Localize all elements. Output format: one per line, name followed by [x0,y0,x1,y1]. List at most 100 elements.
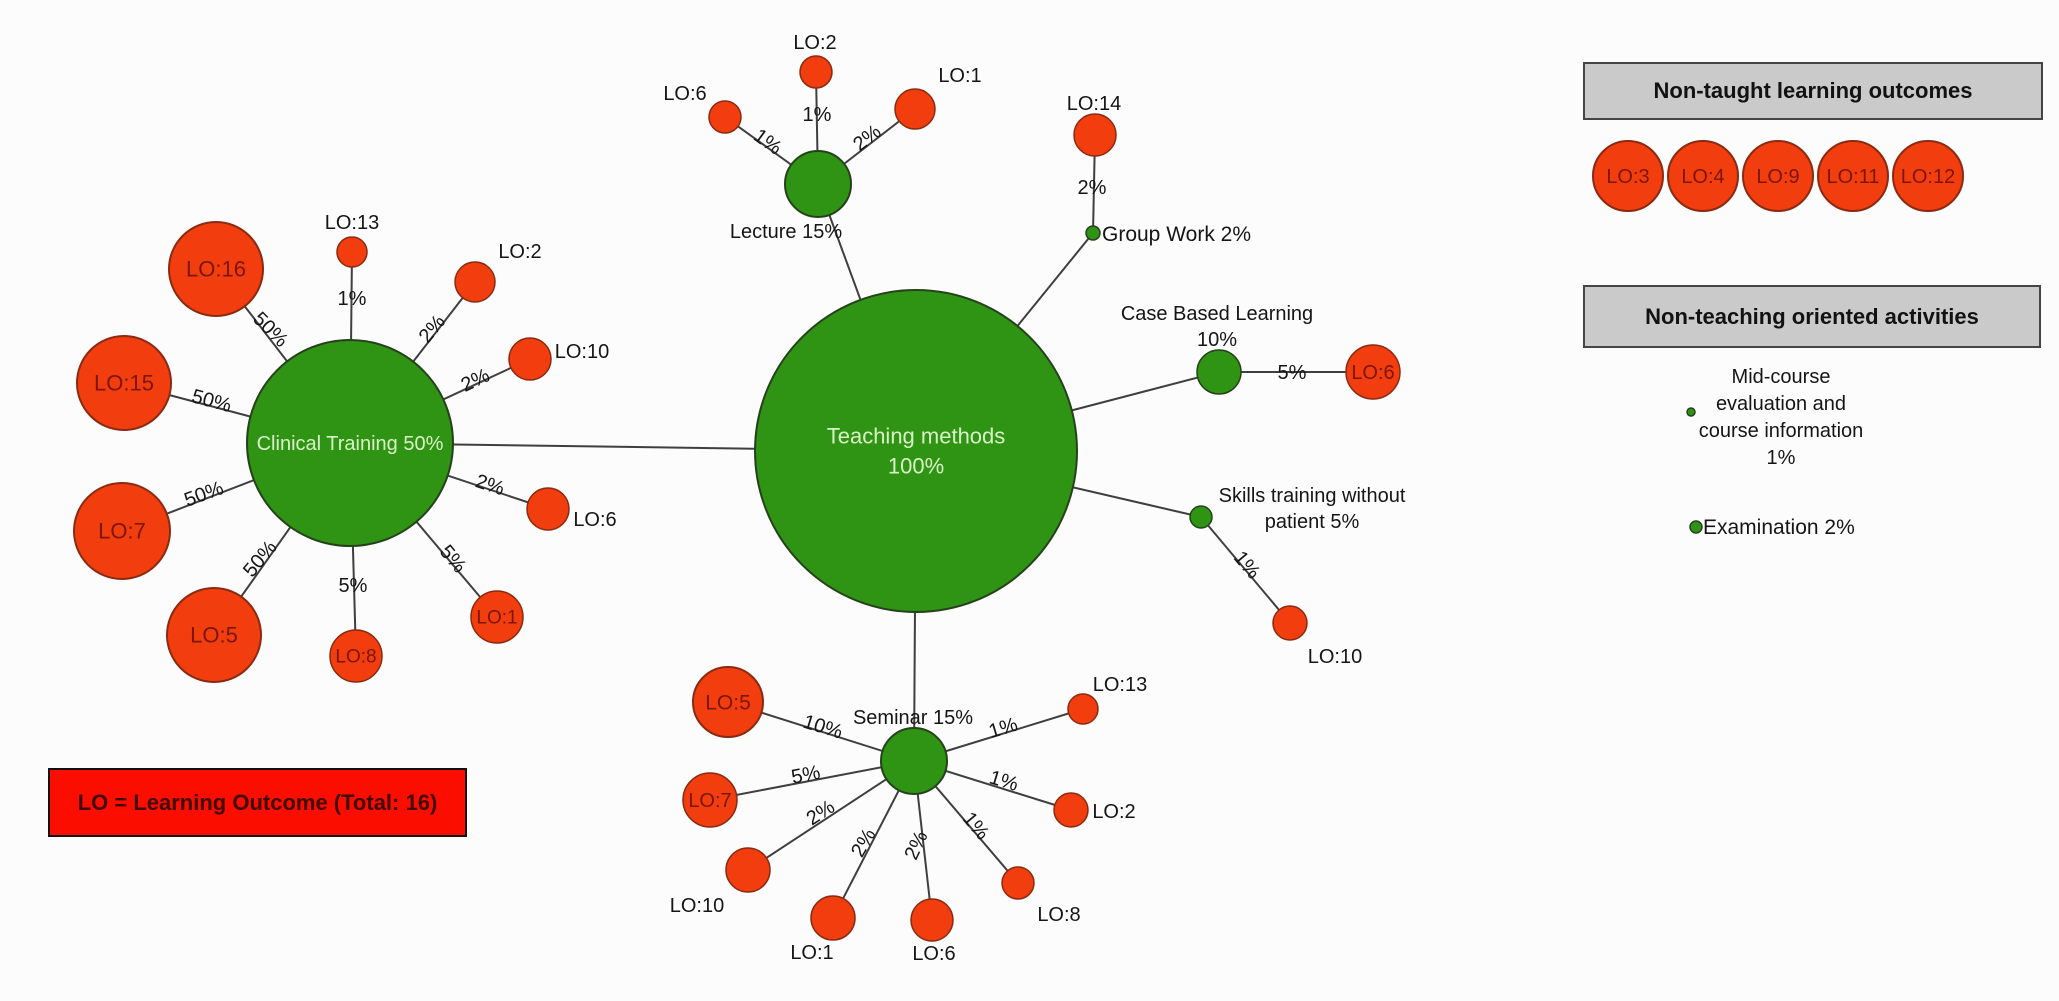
edge-label-clinical-cl2: 2% [415,311,451,347]
node-case [1196,349,1242,395]
edge-label-clinical-cl6: 2% [473,470,507,500]
edge-label-clinical-cl1: 5% [435,541,471,577]
node-se7 [682,772,738,828]
outcome-nontaught-1-label: LO:4 [1681,166,1724,188]
lo-legend: LO = Learning Outcome (Total: 16) [48,768,467,837]
node-cb6-label: LO:6 [1351,362,1394,384]
edge-label-seminar-se10: 2% [803,796,839,830]
label-seminar-lo10: LO:10 [670,895,724,917]
node-cl5-label: LO:5 [190,623,238,648]
label-lecture-lo6: LO:6 [663,83,706,105]
edge-label-seminar-se7: 5% [790,762,823,789]
node-se6 [910,898,954,942]
node-se13 [1067,693,1099,725]
label-seminar-lo8: LO:8 [1037,904,1080,926]
activity-label-mid-course-evaluation: Mid-course [1732,366,1831,388]
edge-label-seminar-se8: 1% [958,808,994,844]
edge-label-seminar-se13: 1% [986,713,1020,743]
non-taught-header: Non-taught learning outcomes [1583,62,2043,120]
node-se10 [725,847,771,893]
edge-seminar-se7 [709,760,915,801]
label-clinical-lo10: LO:10 [555,341,609,363]
node-cl8-label: LO:8 [335,647,376,668]
edge-label-clinical-cl13: 1% [338,288,367,310]
label-skills-title: patient 5% [1265,511,1360,533]
edge-label-clinical-cl16: 50% [248,308,292,352]
edge-label-group-g14: 2% [1078,177,1107,199]
label-lecture-lo2: LO:2 [793,32,836,54]
outcome-nontaught-0-label: LO:3 [1606,166,1649,188]
label-skills-lo10: LO:10 [1308,646,1362,668]
node-teaching-label: Teaching methods [827,424,1006,449]
edge-label-seminar-se6: 2% [900,828,932,864]
label-case-title: 10% [1197,329,1237,351]
outcome-nontaught-0 [1592,140,1664,212]
activity-label-mid-course-evaluation: evaluation and [1716,393,1846,415]
node-cl1 [470,590,524,644]
node-teaching-label: 100% [888,454,944,479]
edge-label-clinical-cl8: 5% [339,575,368,597]
edge-label-seminar-se5: 10% [800,711,845,744]
node-se7-label: LO:7 [688,790,731,812]
outcome-nontaught-3-label: LO:11 [1827,166,1880,188]
node-le1 [894,88,936,130]
node-clinical [246,339,454,547]
outcome-nontaught-2 [1742,140,1814,212]
activity-dot-mid-course-evaluation [1686,407,1696,417]
node-cl2 [454,261,496,303]
non-taught-header-label: Non-taught learning outcomes [1653,78,1973,103]
label-clinical-lo6: LO:6 [573,509,616,531]
edge-skills-sk10 [1200,516,1291,624]
node-seminar [880,727,948,795]
label-seminar-lo6: LO:6 [912,943,955,965]
label-seminar-lo1: LO:1 [790,942,833,964]
label-lecture-title: Lecture 15% [730,221,843,243]
node-cl7-label: LO:7 [98,519,146,544]
node-sk10 [1272,605,1308,641]
edge-label-clinical-cl7: 50% [181,477,226,511]
node-cl6 [526,487,570,531]
node-se2 [1053,792,1089,828]
node-cl16-label: LO:16 [186,257,246,282]
edge-label-skills-sk10: 1% [1229,547,1265,583]
label-seminar-title: Seminar 15% [853,707,973,729]
node-se5-label: LO:5 [705,691,751,714]
node-le6 [708,100,742,134]
node-cl7 [73,482,171,580]
label-case-title: Case Based Learning [1121,303,1313,325]
node-teaching [754,289,1078,613]
label-groupwork-title: Group Work 2% [1102,223,1251,246]
node-se8 [1001,866,1035,900]
non-teaching-header-label: Non-teaching oriented activities [1645,303,1979,329]
edge-label-seminar-se1: 2% [847,825,881,861]
node-cl16 [168,221,264,317]
outcome-nontaught-3 [1817,140,1889,212]
node-cl8 [329,629,383,683]
label-groupwork-lo14: LO:14 [1067,93,1121,115]
outcome-nontaught-4 [1892,140,1964,212]
label-skills-title: Skills training without [1219,485,1406,507]
node-cb6 [1345,344,1401,400]
node-group [1085,225,1101,241]
node-lecture [784,150,852,218]
outcome-nontaught-4-label: LO:12 [1901,166,1955,188]
node-se5 [692,666,764,738]
node-cl10 [508,337,552,381]
edge-label-clinical-cl5: 50% [239,537,282,582]
node-se1 [810,895,856,941]
label-seminar-lo2: LO:2 [1092,801,1135,823]
label-lecture-lo1: LO:1 [938,65,981,87]
node-cl15-label: LO:15 [94,371,154,396]
edge-label-lecture-le2: 1% [803,104,832,126]
label-clinical-lo13: LO:13 [325,212,379,234]
node-skills [1189,505,1213,529]
edge-label-clinical-cl10: 2% [458,364,494,396]
node-clinical-label: Clinical Training 50% [257,433,444,455]
lo-legend-label: LO = Learning Outcome (Total: 16) [77,789,438,815]
label-clinical-lo2: LO:2 [498,241,541,263]
edge-label-seminar-se2: 1% [987,767,1021,797]
activity-label-examination: Examination 2% [1703,516,1855,539]
node-cl5 [166,587,262,683]
